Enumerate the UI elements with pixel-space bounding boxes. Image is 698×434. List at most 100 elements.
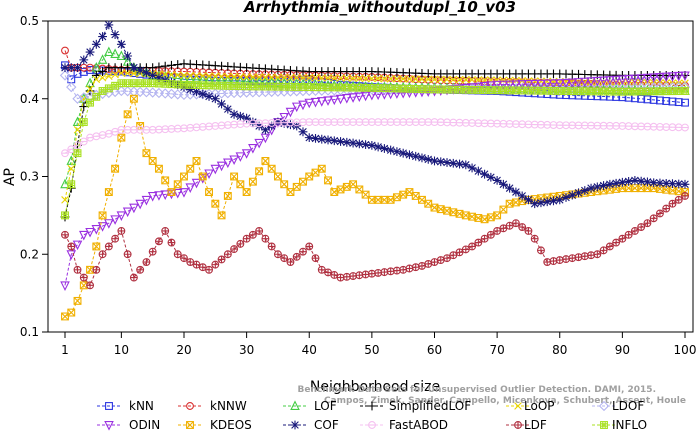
data-point <box>72 240 83 251</box>
legend-label: INFLO <box>612 418 647 432</box>
data-point <box>224 72 232 81</box>
data-point <box>292 252 301 261</box>
data-point <box>85 77 95 88</box>
legend-marker <box>514 421 522 429</box>
data-point <box>486 172 496 182</box>
data-point <box>211 199 220 208</box>
data-point <box>180 172 188 181</box>
x-tick-label: 60 <box>427 343 442 357</box>
data-point <box>630 74 640 85</box>
data-point <box>92 265 101 274</box>
data-point <box>667 72 678 82</box>
data-point <box>73 126 82 134</box>
data-point <box>161 176 170 185</box>
data-point <box>473 166 483 176</box>
data-point <box>79 55 89 65</box>
data-point <box>618 234 627 243</box>
data-point <box>123 51 133 61</box>
data-point <box>61 149 69 158</box>
data-point <box>98 73 107 82</box>
data-point <box>111 70 119 79</box>
data-point <box>142 258 151 266</box>
data-point <box>449 251 458 260</box>
legend: kNN kNNW LOF SimplifiedLOF LoOP LDOF ODIN KDEOS… <box>97 399 647 432</box>
series-line <box>64 97 686 317</box>
data-point <box>73 141 82 150</box>
data-point <box>567 190 577 200</box>
data-point <box>167 71 176 79</box>
data-point <box>549 196 558 206</box>
data-point <box>343 74 351 83</box>
data-point <box>443 254 451 263</box>
data-point <box>349 180 358 189</box>
data-point <box>79 273 88 282</box>
data-point <box>123 69 132 78</box>
y-tick-label: 0.1 <box>20 325 39 339</box>
legend-item-inflo: INFLO <box>592 418 647 432</box>
data-point <box>147 191 158 202</box>
data-point <box>217 99 226 109</box>
data-point <box>361 190 370 199</box>
series-ldf <box>61 191 689 290</box>
data-point <box>311 254 320 263</box>
data-point <box>473 82 484 93</box>
data-point <box>492 175 502 185</box>
data-point <box>587 78 595 86</box>
data-point <box>342 137 352 147</box>
data-point <box>286 73 295 82</box>
chart-title: Arrhythmia_withoutdupl_10_v03 <box>243 0 516 16</box>
data-point <box>173 180 182 189</box>
data-point <box>449 75 458 84</box>
data-point <box>86 133 95 142</box>
data-point <box>60 281 70 291</box>
data-point <box>518 223 527 231</box>
data-point <box>561 78 571 89</box>
data-point <box>204 92 214 101</box>
data-point <box>236 73 245 81</box>
data-point <box>104 219 114 229</box>
data-point <box>368 74 376 83</box>
data-point <box>104 20 114 30</box>
x-tick-label: 90 <box>615 343 630 357</box>
data-point <box>668 179 677 189</box>
legend-marker <box>367 401 377 411</box>
data-point <box>324 176 332 185</box>
data-point <box>153 87 165 99</box>
data-point <box>599 246 608 255</box>
data-point <box>273 250 282 259</box>
data-point <box>636 74 646 84</box>
data-point <box>386 74 395 83</box>
x-axis-label: Neighborhood size <box>310 379 440 395</box>
data-point <box>342 272 351 281</box>
data-point <box>267 242 276 251</box>
data-point <box>529 79 540 90</box>
data-point <box>380 268 389 277</box>
data-point <box>85 86 95 96</box>
data-point <box>468 75 476 84</box>
data-point <box>311 134 320 143</box>
data-point <box>536 79 546 90</box>
data-point <box>612 238 621 247</box>
data-point <box>266 77 277 87</box>
data-point <box>681 87 689 95</box>
data-point <box>536 198 546 208</box>
data-point <box>135 199 145 210</box>
data-point <box>104 188 113 196</box>
data-point <box>411 151 421 161</box>
data-point <box>649 178 659 188</box>
legend-item-ldf: LDF <box>506 418 547 432</box>
x-tick-label: 40 <box>302 343 317 357</box>
data-point <box>192 87 201 97</box>
data-point <box>548 79 559 89</box>
data-point <box>379 144 389 153</box>
data-point <box>655 209 664 218</box>
data-point <box>92 92 101 101</box>
data-point <box>630 226 639 235</box>
data-point <box>286 188 295 196</box>
data-point <box>299 73 307 82</box>
data-point <box>317 164 326 173</box>
data-point <box>392 147 402 157</box>
data-point <box>405 75 414 83</box>
legend-item-lof: LOF <box>283 399 337 413</box>
data-point <box>129 63 139 73</box>
